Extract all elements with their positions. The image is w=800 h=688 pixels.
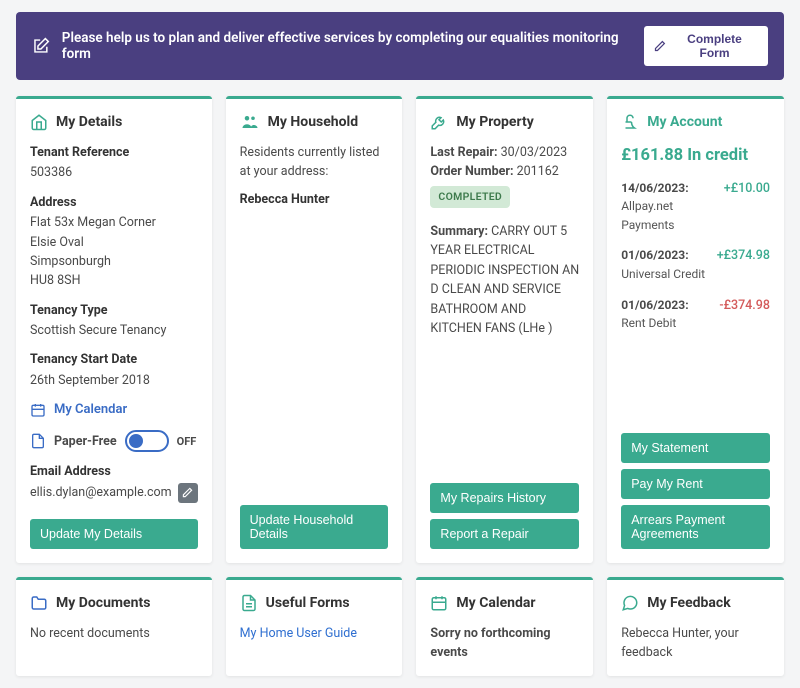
tx-desc: Rent Debit xyxy=(621,314,711,333)
documents-body: No recent documents xyxy=(30,624,198,643)
order-number-label: Order Number: xyxy=(430,164,513,179)
card-title: My Feedback xyxy=(647,595,730,611)
last-repair-value: 30/03/2023 xyxy=(498,145,568,160)
summary-label: Summary: xyxy=(430,224,488,239)
transaction-row: 01/06/2023:Rent Debit -£374.98 xyxy=(621,296,770,333)
tx-date: 01/06/2023: xyxy=(621,246,708,265)
update-household-button[interactable]: Update Household Details xyxy=(240,505,389,549)
address-line1: Flat 53x Megan Corner xyxy=(30,213,198,232)
paper-free-toggle[interactable] xyxy=(125,430,169,452)
pound-icon xyxy=(621,113,639,131)
folder-icon xyxy=(30,594,48,612)
card-title: My Property xyxy=(456,114,533,130)
my-statement-button[interactable]: My Statement xyxy=(621,433,770,463)
pay-rent-button[interactable]: Pay My Rent xyxy=(621,469,770,499)
repairs-history-button[interactable]: My Repairs History xyxy=(430,483,579,513)
card-title: Useful Forms xyxy=(266,595,350,611)
address-line2: Elsie Oval xyxy=(30,233,198,252)
my-property-card: My Property Last Repair: 30/03/2023 Orde… xyxy=(416,96,593,563)
tx-date: 01/06/2023: xyxy=(621,296,711,315)
order-number-value: 201162 xyxy=(514,164,559,179)
my-feedback-card: My Feedback Rebecca Hunter, your feedbac… xyxy=(607,577,784,677)
tx-amount: +£374.98 xyxy=(717,246,770,265)
tenant-ref-value: 503386 xyxy=(30,163,198,182)
edit-email-button[interactable] xyxy=(178,483,198,503)
my-documents-card: My Documents No recent documents xyxy=(16,577,212,677)
transaction-row: 01/06/2023:Universal Credit +£374.98 xyxy=(621,246,770,283)
document-icon xyxy=(30,433,46,449)
card-title: My Calendar xyxy=(456,595,535,611)
card-title: My Account xyxy=(647,114,722,130)
my-details-card: My Details Tenant Reference 503386 Addre… xyxy=(16,96,212,563)
update-details-button[interactable]: Update My Details xyxy=(30,519,198,549)
paper-free-label: Paper-Free xyxy=(54,432,117,451)
email-value: ellis.dylan@example.com xyxy=(30,483,172,502)
pen-icon xyxy=(654,40,666,52)
card-title: My Household xyxy=(268,114,359,130)
report-repair-button[interactable]: Report a Repair xyxy=(430,519,579,549)
account-balance: £161.88 In credit xyxy=(621,143,770,169)
tx-amount: -£374.98 xyxy=(719,296,770,315)
tx-desc: Universal Credit xyxy=(621,265,708,284)
calendar-body: Sorry no forthcoming events xyxy=(430,624,579,663)
banner-text: Please help us to plan and deliver effec… xyxy=(62,30,644,62)
transaction-row: 14/06/2023:Allpay.net Payments +£10.00 xyxy=(621,179,770,235)
tenancy-type-label: Tenancy Type xyxy=(30,301,198,320)
address-label: Address xyxy=(30,193,198,212)
household-intro: Residents currently listed at your addre… xyxy=(240,143,389,182)
people-icon xyxy=(240,113,260,131)
tx-date: 14/06/2023: xyxy=(621,179,716,198)
my-calendar-card: My Calendar Sorry no forthcoming events xyxy=(416,577,593,677)
email-label: Email Address xyxy=(30,462,198,481)
summary-value: CARRY OUT 5 YEAR ELECTRICAL PERIODIC INS… xyxy=(430,224,579,336)
tx-desc: Allpay.net Payments xyxy=(621,197,716,234)
chat-icon xyxy=(621,594,639,612)
card-title: My Documents xyxy=(56,595,150,611)
useful-forms-card: Useful Forms My Home User Guide xyxy=(226,577,403,677)
arrears-button[interactable]: Arrears Payment Agreements xyxy=(621,505,770,549)
address-postcode: HU8 8SH xyxy=(30,271,198,290)
card-title: My Details xyxy=(56,114,122,130)
my-calendar-link[interactable]: My Calendar xyxy=(54,400,127,420)
tenancy-type-value: Scottish Secure Tenancy xyxy=(30,321,198,340)
calendar-icon xyxy=(430,594,448,612)
home-icon xyxy=(30,113,48,131)
transactions-list: 14/06/2023:Allpay.net Payments +£10.00 01/… xyxy=(621,179,770,333)
wrench-icon xyxy=(430,113,448,131)
resident-name: Rebecca Hunter xyxy=(240,190,389,209)
last-repair-label: Last Repair: xyxy=(430,145,497,160)
tenant-ref-label: Tenant Reference xyxy=(30,143,198,162)
calendar-icon xyxy=(30,402,46,418)
my-account-card: My Account £161.88 In credit 14/06/2023:… xyxy=(607,96,784,563)
address-line3: Simpsonburgh xyxy=(30,252,198,271)
user-guide-link[interactable]: My Home User Guide xyxy=(240,626,357,641)
start-date-value: 26th September 2018 xyxy=(30,371,198,390)
tx-amount: +£10.00 xyxy=(724,179,770,198)
my-household-card: My Household Residents currently listed … xyxy=(226,96,403,563)
complete-form-button[interactable]: Complete Form xyxy=(644,26,768,66)
file-icon xyxy=(240,594,258,612)
pencil-icon xyxy=(182,487,193,498)
status-badge: COMPLETED xyxy=(430,186,510,208)
paper-free-state: OFF xyxy=(177,433,197,450)
start-date-label: Tenancy Start Date xyxy=(30,350,198,369)
equalities-banner: Please help us to plan and deliver effec… xyxy=(16,12,784,80)
feedback-body: Rebecca Hunter, your feedback xyxy=(621,624,770,663)
form-edit-icon xyxy=(32,37,50,55)
complete-form-label: Complete Form xyxy=(671,32,758,60)
